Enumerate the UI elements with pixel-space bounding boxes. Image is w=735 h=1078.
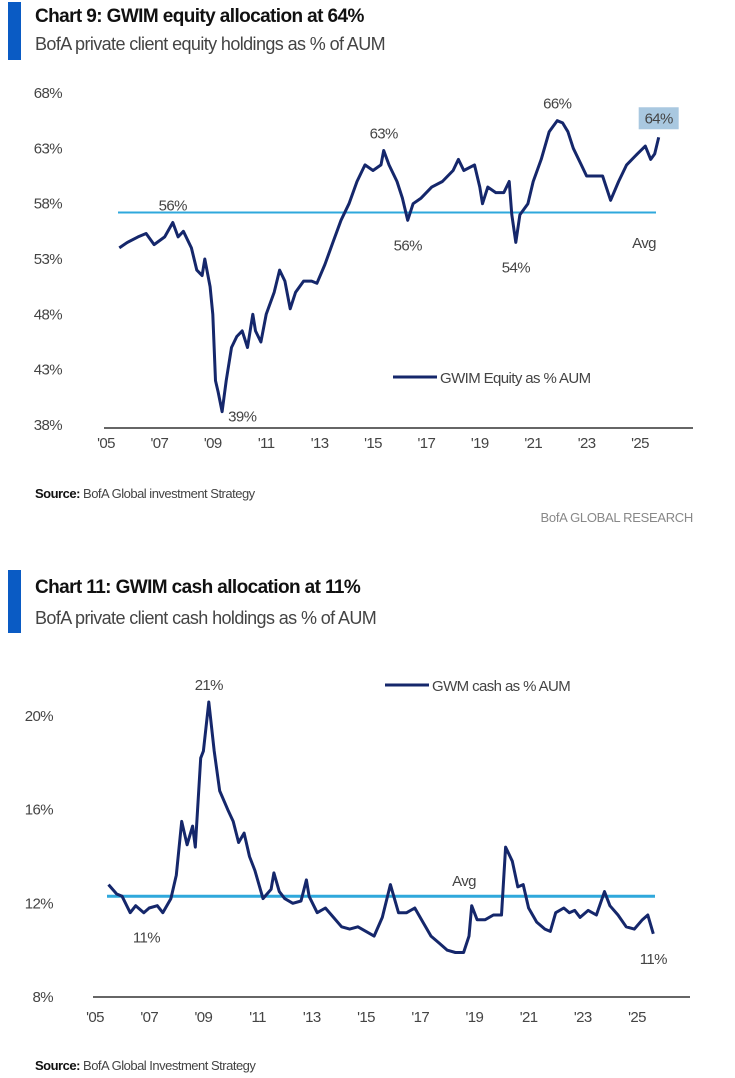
chart9-x-tick-label: '13: [311, 435, 329, 452]
chart9-annotation-label: 56%: [394, 237, 422, 254]
chart11-x-tick-label: '23: [574, 1009, 592, 1026]
chart11-x-tick-label: '25: [628, 1009, 646, 1026]
chart11-x-tick-label: '11: [249, 1009, 266, 1026]
chart11-source-text: BofA Global Investment Strategy: [83, 1058, 256, 1073]
chart9-x-tick-label: '07: [151, 435, 169, 452]
chart9-source: Source: BofA Global investment Strategy: [35, 486, 255, 501]
chart11-legend-label: GWM cash as % AUM: [432, 678, 570, 695]
chart11-x-tick-label: '15: [357, 1009, 375, 1026]
chart11-source-label: Source:: [35, 1058, 80, 1073]
chart11-average-label: Avg: [452, 873, 476, 890]
chart9-y-tick-label: 38%: [34, 417, 62, 434]
chart11-subtitle: BofA private client cash holdings as % o…: [35, 608, 377, 628]
chart9-x-tick-label: '09: [204, 435, 222, 452]
chart9-x-tick-label: '15: [364, 435, 382, 452]
chart11-x-tick-label: '05: [86, 1009, 104, 1026]
chart11-x-tick-label: '09: [195, 1009, 213, 1026]
chart9-annotation-label: 56%: [159, 197, 187, 214]
chart9-annotation-label: 64%: [645, 110, 673, 127]
chart9-x-tick-label: '19: [471, 435, 489, 452]
chart11-y-tick-label: 12%: [25, 895, 53, 912]
chart11-y-tick-label: 20%: [25, 708, 53, 725]
chart11-x-tick-label: '07: [140, 1009, 158, 1026]
chart9-annotation-label: 63%: [370, 126, 398, 143]
chart9-source-text: BofA Global investment Strategy: [83, 486, 255, 501]
chart9-y-tick-label: 53%: [34, 251, 62, 268]
chart11-annotation-label: 11%: [133, 930, 160, 947]
chart9-source-label: Source:: [35, 486, 80, 501]
chart9-x-tick-label: '23: [578, 435, 596, 452]
chart11-x-tick-label: '13: [303, 1009, 321, 1026]
chart9-y-tick-label: 63%: [34, 140, 62, 157]
chart9-y-tick-label: 43%: [34, 362, 62, 379]
footer-brand: BofA GLOBAL RESEARCH: [540, 510, 694, 525]
chart11-y-tick-label: 16%: [25, 802, 53, 819]
chart9-y-tick-label: 58%: [34, 196, 62, 213]
chart11-series-line: [107, 700, 655, 954]
chart9-subtitle: BofA private client equity holdings as %…: [35, 34, 386, 54]
chart11-source: Source: BofA Global Investment Strategy: [35, 1058, 256, 1073]
chart9-annotation-label: 39%: [228, 409, 256, 426]
chart9-series-line: [118, 119, 661, 414]
chart9-x-tick-label: '05: [97, 435, 115, 452]
chart9-y-tick-label: 68%: [34, 85, 62, 102]
chart9-legend-label: GWIM Equity as % AUM: [440, 370, 591, 387]
chart9-accent-bar: [8, 2, 21, 60]
chart9-y-tick-label: 48%: [34, 306, 62, 323]
chart9-x-tick-label: '11: [258, 435, 275, 452]
chart9-annotation-highlight: [638, 107, 679, 130]
chart11-x-tick-label: '17: [411, 1009, 429, 1026]
chart9-average-label: Avg: [632, 235, 656, 252]
chart9-title: Chart 9: GWIM equity allocation at 64%: [35, 6, 364, 27]
chart9-x-tick-label: '25: [631, 435, 649, 452]
chart9-x-tick-label: '21: [524, 435, 542, 452]
chart9-annotation-label: 66%: [543, 96, 571, 113]
chart11-y-tick-label: 8%: [33, 989, 54, 1006]
chart11-annotation-label: 11%: [640, 951, 667, 968]
chart11-annotation-label: 21%: [195, 677, 223, 694]
chart9-x-tick-label: '17: [418, 435, 436, 452]
chart9-annotation-label: 54%: [502, 259, 530, 276]
chart11-x-tick-label: '21: [520, 1009, 538, 1026]
chart11-accent-bar: [8, 570, 21, 633]
chart11-x-tick-label: '19: [466, 1009, 484, 1026]
chart11-title: Chart 11: GWIM cash allocation at 11%: [35, 577, 361, 598]
